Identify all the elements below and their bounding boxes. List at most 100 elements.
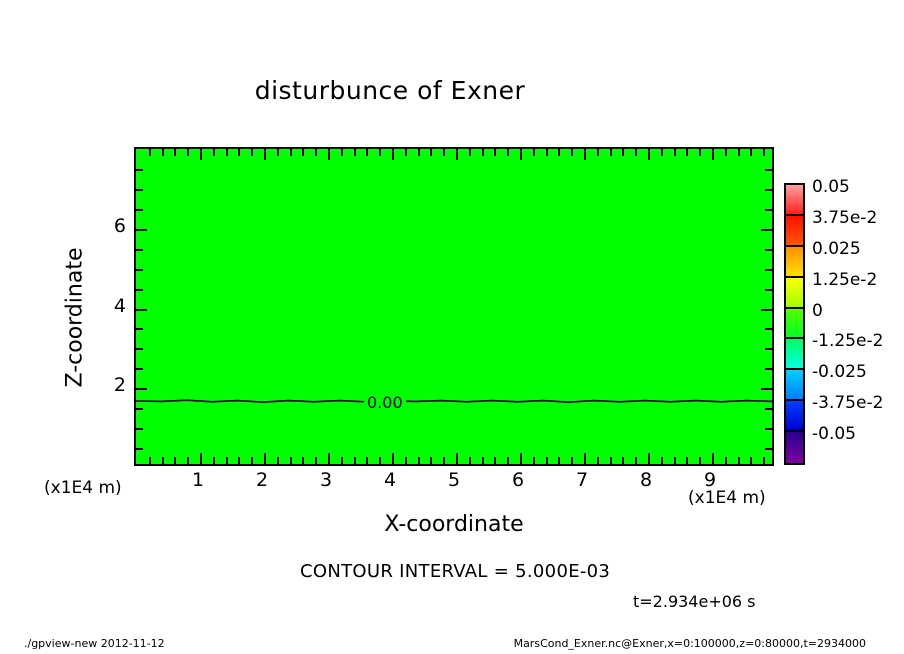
tick-mark: [136, 168, 143, 171]
tick-mark: [545, 149, 548, 156]
tick-mark: [635, 457, 638, 464]
tick-mark: [699, 149, 702, 156]
tick-mark: [507, 457, 510, 464]
tick-mark: [136, 448, 143, 451]
tick-mark: [765, 368, 772, 371]
tick-mark: [366, 457, 369, 464]
colorbar-tick-label: -1.25e-2: [812, 331, 884, 352]
y-tick-label: 6: [113, 214, 126, 237]
tick-mark: [584, 149, 586, 160]
tick-mark: [404, 149, 407, 156]
tick-mark: [276, 149, 279, 156]
tick-mark: [379, 457, 382, 464]
x-tick-label: 8: [639, 469, 653, 491]
x-tick-label: 1: [191, 469, 205, 491]
tick-mark: [251, 149, 254, 156]
colorbar-tick-label: -0.025: [812, 362, 867, 383]
tick-mark: [765, 168, 772, 171]
tick-mark: [712, 453, 714, 464]
colorbar-band: [786, 215, 803, 247]
tick-mark: [148, 457, 151, 464]
tick-mark: [468, 457, 471, 464]
tick-mark: [494, 149, 497, 156]
tick-mark: [136, 408, 143, 411]
colorbar-tick-label: -3.75e-2: [812, 393, 884, 414]
colorbar-tick-label: 3.75e-2: [812, 207, 878, 228]
colorbar-band: [786, 370, 803, 402]
tick-mark: [340, 457, 343, 464]
tick-mark: [136, 228, 147, 231]
tick-mark: [136, 208, 143, 211]
tick-mark: [494, 457, 497, 464]
footer-source: MarsCond_Exner.nc@Exner,x=0:100000,z=0:8…: [513, 637, 866, 650]
tick-mark: [724, 149, 727, 156]
colorbar-tick-label: 1.25e-2: [812, 269, 878, 290]
tick-mark: [622, 149, 625, 156]
tick-mark: [635, 149, 638, 156]
tick-mark: [737, 149, 740, 156]
tick-mark: [136, 188, 143, 191]
tick-mark: [174, 457, 177, 464]
tick-mark: [276, 457, 279, 464]
tick-mark: [765, 448, 772, 451]
tick-mark: [417, 457, 420, 464]
time-stamp-text: t=2.934e+06 s: [633, 592, 756, 611]
tick-mark: [699, 457, 702, 464]
tick-mark: [328, 453, 330, 464]
tick-mark: [507, 149, 510, 156]
tick-mark: [532, 457, 535, 464]
tick-mark: [264, 453, 266, 464]
plot-area: 0.00: [134, 147, 774, 466]
x-tick-label: 2: [255, 469, 269, 491]
tick-mark: [481, 457, 484, 464]
tick-mark: [238, 149, 241, 156]
tick-mark: [596, 149, 599, 156]
tick-mark: [315, 149, 318, 156]
tick-mark: [765, 428, 772, 431]
tick-mark: [212, 457, 215, 464]
x-tick-label: 5: [447, 469, 461, 491]
tick-mark: [648, 453, 650, 464]
tick-mark: [761, 228, 772, 231]
tick-mark: [161, 149, 164, 156]
tick-mark: [264, 149, 266, 160]
field-fill: [136, 149, 772, 464]
tick-mark: [200, 149, 202, 160]
tick-mark: [750, 457, 753, 464]
tick-mark: [622, 457, 625, 464]
tick-mark: [648, 149, 650, 160]
tick-mark: [765, 328, 772, 331]
tick-mark: [430, 149, 433, 156]
tick-mark: [328, 149, 330, 160]
page-title: disturbunce of Exner: [254, 76, 526, 105]
colorbar-band: [786, 339, 803, 371]
x-tick-label: 4: [383, 469, 397, 491]
colorbar: [784, 183, 805, 465]
x-tick-label: 6: [511, 469, 525, 491]
tick-mark: [737, 457, 740, 464]
tick-mark: [404, 457, 407, 464]
tick-mark: [765, 208, 772, 211]
tick-mark: [765, 288, 772, 291]
tick-mark: [187, 149, 190, 156]
tick-mark: [712, 149, 714, 160]
tick-mark: [724, 457, 727, 464]
tick-mark: [136, 348, 143, 351]
tick-mark: [686, 457, 689, 464]
tick-mark: [765, 248, 772, 251]
tick-mark: [750, 149, 753, 156]
x-tick-label: 3: [319, 469, 333, 491]
tick-mark: [558, 149, 561, 156]
tick-mark: [468, 149, 471, 156]
tick-mark: [660, 149, 663, 156]
colorbar-band: [786, 277, 803, 309]
tick-mark: [148, 149, 151, 156]
footer-command: ./gpview-new 2012-11-12: [24, 637, 165, 650]
tick-mark: [456, 453, 458, 464]
tick-mark: [200, 453, 202, 464]
tick-mark: [571, 457, 574, 464]
tick-mark: [136, 368, 143, 371]
tick-mark: [353, 149, 356, 156]
tick-mark: [481, 149, 484, 156]
